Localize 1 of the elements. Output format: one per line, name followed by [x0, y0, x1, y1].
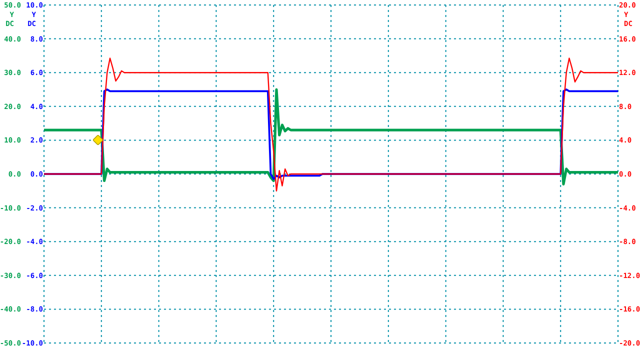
- line-series: [43, 58, 619, 192]
